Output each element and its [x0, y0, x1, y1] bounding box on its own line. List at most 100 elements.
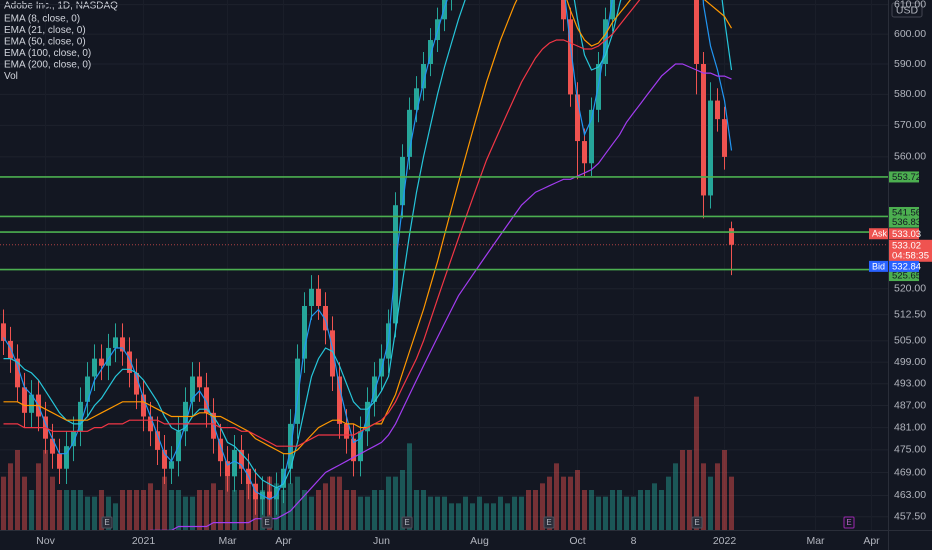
- earnings-box: [101, 516, 113, 529]
- volume-bar: [92, 496, 97, 530]
- y-tick-label: 505.00: [894, 335, 926, 347]
- volume-bar: [561, 476, 566, 530]
- earnings-box: [543, 516, 555, 529]
- x-tick-label: 8: [631, 535, 637, 547]
- candle-body: [225, 461, 230, 477]
- volume-bar: [316, 490, 321, 530]
- y-tick-label: 487.00: [894, 399, 926, 411]
- x-tick-label: Aug: [470, 535, 489, 547]
- candle-body: [15, 358, 20, 388]
- volume-bar: [232, 490, 237, 530]
- volume-bar: [50, 476, 55, 530]
- candle-body: [155, 431, 160, 450]
- volume-bar: [498, 496, 503, 530]
- volume-bar: [183, 496, 188, 530]
- volume-bar: [43, 450, 48, 530]
- volume-bar: [176, 490, 181, 530]
- legend-entry: EMA (8, close, 0): [4, 14, 80, 25]
- volume-bar: [15, 450, 20, 530]
- x-tick-label: 2022: [713, 535, 737, 547]
- candle-body: [148, 416, 153, 432]
- bid-price: 532.84: [892, 261, 921, 272]
- volume-bar: [652, 483, 657, 530]
- volume-bar: [330, 476, 335, 530]
- ema-line: [3, 0, 641, 447]
- y-tick-label: 570.00: [894, 119, 926, 131]
- volume-bar: [379, 490, 384, 530]
- candle-body: [50, 438, 55, 454]
- volume-bar: [106, 496, 111, 530]
- volume-bar: [596, 496, 601, 530]
- volume-bar: [120, 490, 125, 530]
- candle-body: [134, 372, 139, 395]
- volume-bar: [365, 496, 370, 530]
- volume-bar: [386, 476, 391, 530]
- volume-bar: [589, 490, 594, 530]
- candle-body: [358, 431, 363, 462]
- candle-body: [330, 330, 335, 377]
- level-label-box: [889, 171, 919, 183]
- candle-body: [267, 491, 272, 500]
- candle-body: [428, 40, 433, 64]
- volume-bar: [64, 490, 69, 530]
- volume-bar: [568, 476, 573, 530]
- candle-body: [421, 63, 426, 89]
- legend-entry: Vol: [4, 71, 18, 82]
- level-label-box: [889, 206, 919, 218]
- y-tick-label: 499.00: [894, 356, 926, 368]
- chart-title: Adobe Inc., 1D, NASDAQ: [4, 1, 118, 12]
- legend-entry: EMA (100, close, 0): [4, 48, 91, 59]
- candle-body: [414, 88, 419, 110]
- volume-bar: [134, 490, 139, 530]
- candle-body: [239, 449, 244, 469]
- volume-bar: [428, 496, 433, 530]
- candle-body: [274, 487, 279, 500]
- volume-bar: [680, 450, 685, 530]
- volume-bar: [540, 483, 545, 530]
- volume-bar: [337, 476, 342, 530]
- volume-bar: [582, 490, 587, 530]
- ema-line: [149, 63, 732, 530]
- candle-body: [309, 288, 314, 306]
- volume-bar: [659, 490, 664, 530]
- y-tick-label: 463.00: [894, 489, 926, 501]
- y-tick-label: 475.00: [894, 444, 926, 456]
- volume-bar: [407, 443, 412, 530]
- volume-bar: [8, 463, 13, 530]
- volume-bar: [477, 496, 482, 530]
- earnings-marker: E: [104, 518, 109, 527]
- volume-bar: [85, 496, 90, 530]
- plot-area: [0, 0, 888, 530]
- candle-body: [568, 19, 573, 95]
- x-tick-label: Jun: [373, 535, 390, 547]
- volume-bar: [113, 503, 118, 530]
- x-tick-label: 2021: [132, 535, 156, 547]
- candle-body: [29, 394, 34, 413]
- bid-tag-box: [869, 260, 888, 272]
- y-tick-label: 600.00: [894, 28, 926, 40]
- candle-body: [708, 100, 713, 196]
- volume-bar: [533, 490, 538, 530]
- candle-body: [120, 337, 125, 352]
- volume-bar: [1, 476, 6, 530]
- candle-body: [575, 94, 580, 142]
- volume-bar: [638, 490, 643, 530]
- candle-body: [218, 438, 223, 462]
- candle-body: [351, 438, 356, 462]
- candle-body: [8, 340, 13, 359]
- candle-body: [337, 376, 342, 424]
- volume-bar: [239, 490, 244, 530]
- candle-body: [22, 387, 27, 413]
- candle-body: [715, 100, 720, 120]
- volume-bar: [435, 496, 440, 530]
- level-label-box: [889, 216, 919, 228]
- x-tick-label: Nov: [36, 535, 55, 547]
- volume-bar: [29, 490, 34, 530]
- volume-bar: [484, 503, 489, 530]
- volume-bar: [575, 470, 580, 530]
- candle-body: [99, 358, 104, 366]
- ema-line: [2, 0, 733, 500]
- earnings-marker: E: [694, 518, 699, 527]
- level-label: 525.65: [892, 271, 921, 282]
- volume-bar: [78, 490, 83, 530]
